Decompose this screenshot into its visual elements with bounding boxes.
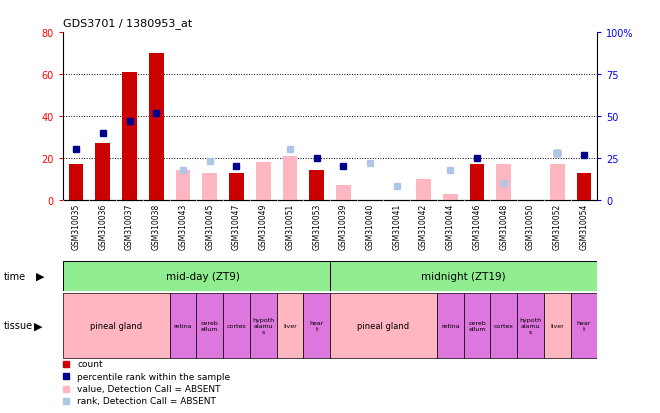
Text: liver: liver (283, 323, 297, 328)
Text: hypoth
alamu
s: hypoth alamu s (519, 317, 542, 334)
Bar (250, 293, 277, 358)
Bar (490, 293, 517, 358)
Text: hypoth
alamu
s: hypoth alamu s (252, 317, 275, 334)
Text: GSM310053: GSM310053 (312, 203, 321, 249)
Bar (122, 73, 137, 200)
Bar (277, 293, 304, 358)
Bar (63, 293, 170, 358)
Text: GSM310037: GSM310037 (125, 203, 134, 249)
Bar (197, 293, 223, 358)
Bar (470, 165, 484, 200)
Bar (550, 165, 564, 200)
Bar (463, 293, 490, 358)
Text: midnight (ZT19): midnight (ZT19) (421, 271, 506, 281)
Text: GSM310049: GSM310049 (259, 203, 268, 249)
Bar (330, 293, 437, 358)
Text: cortex: cortex (494, 323, 513, 328)
Text: GSM310051: GSM310051 (285, 203, 294, 249)
Text: rank, Detection Call = ABSENT: rank, Detection Call = ABSENT (77, 396, 216, 406)
Bar (496, 165, 511, 200)
Text: tissue: tissue (3, 320, 32, 331)
Text: GDS3701 / 1380953_at: GDS3701 / 1380953_at (63, 18, 192, 29)
Bar (517, 293, 544, 358)
Text: cereb
ellum: cereb ellum (468, 320, 486, 331)
Bar (544, 293, 571, 358)
Text: percentile rank within the sample: percentile rank within the sample (77, 372, 230, 381)
Text: GSM310050: GSM310050 (526, 203, 535, 249)
Text: hear
t: hear t (577, 320, 591, 331)
Text: mid-day (ZT9): mid-day (ZT9) (166, 271, 240, 281)
Text: hear
t: hear t (310, 320, 324, 331)
Text: GSM310041: GSM310041 (392, 203, 401, 249)
Bar (416, 179, 431, 200)
Bar (330, 261, 597, 291)
Text: liver: liver (550, 323, 564, 328)
Bar (577, 173, 591, 200)
Text: GSM310039: GSM310039 (339, 203, 348, 249)
Bar (437, 293, 464, 358)
Bar (223, 293, 249, 358)
Text: GSM310046: GSM310046 (473, 203, 482, 249)
Bar (96, 144, 110, 200)
Text: GSM310052: GSM310052 (552, 203, 562, 249)
Bar (336, 186, 350, 200)
Text: retina: retina (441, 323, 459, 328)
Text: ▶: ▶ (36, 271, 45, 281)
Text: cereb
ellum: cereb ellum (201, 320, 218, 331)
Bar (69, 165, 83, 200)
Text: GSM310038: GSM310038 (152, 203, 161, 249)
Bar (256, 163, 271, 200)
Text: GSM310054: GSM310054 (579, 203, 589, 249)
Text: GSM310048: GSM310048 (499, 203, 508, 249)
Bar (304, 293, 330, 358)
Text: time: time (3, 271, 26, 281)
Bar (229, 173, 244, 200)
Text: pineal gland: pineal gland (90, 321, 142, 330)
Bar (63, 261, 330, 291)
Bar (203, 173, 217, 200)
Bar (170, 293, 197, 358)
Bar (149, 54, 164, 200)
Bar (310, 171, 324, 200)
Bar (443, 194, 457, 200)
Text: GSM310042: GSM310042 (419, 203, 428, 249)
Bar (282, 157, 297, 200)
Text: GSM310035: GSM310035 (71, 203, 81, 249)
Text: ▶: ▶ (34, 320, 43, 331)
Text: GSM310047: GSM310047 (232, 203, 241, 249)
Text: GSM310043: GSM310043 (178, 203, 187, 249)
Text: GSM310036: GSM310036 (98, 203, 108, 249)
Bar (570, 293, 597, 358)
Text: retina: retina (174, 323, 192, 328)
Text: cortex: cortex (226, 323, 246, 328)
Text: GSM310044: GSM310044 (446, 203, 455, 249)
Text: value, Detection Call = ABSENT: value, Detection Call = ABSENT (77, 384, 220, 393)
Text: GSM310045: GSM310045 (205, 203, 214, 249)
Text: count: count (77, 359, 103, 368)
Bar (176, 171, 190, 200)
Text: GSM310040: GSM310040 (366, 203, 375, 249)
Text: pineal gland: pineal gland (358, 321, 409, 330)
